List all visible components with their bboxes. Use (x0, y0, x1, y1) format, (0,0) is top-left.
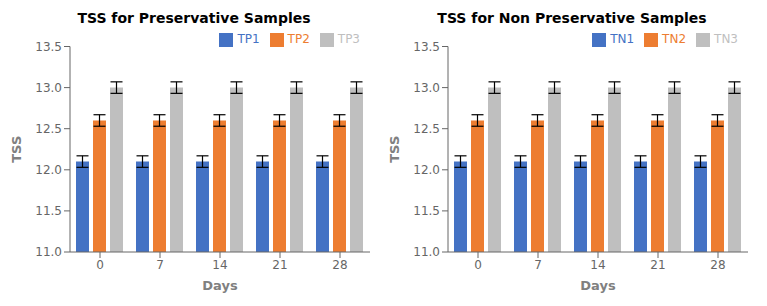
html-text:TP2: TP2 (287, 32, 310, 46)
svg-text:14: 14 (212, 258, 227, 272)
svg-text:7: 7 (534, 258, 542, 272)
svg-text:Days: Days (580, 278, 616, 293)
svg-text:12.0: 12.0 (413, 163, 440, 177)
html-text:TN3: TN3 (714, 32, 738, 46)
html-text:TSS for Preservative Samples: TSS for Preservative Samples (77, 10, 311, 26)
html-text:TP1: TP1 (237, 32, 260, 46)
svg-text:0: 0 (474, 258, 482, 272)
svg-text:13.0: 13.0 (413, 81, 440, 95)
html-text:TN1: TN1 (610, 32, 635, 46)
html-text:TN2: TN2 (662, 32, 686, 46)
svg-text:14: 14 (590, 258, 605, 272)
svg-text:13.5: 13.5 (413, 40, 440, 54)
svg-text:TSS: TSS (9, 136, 24, 163)
svg-text:TSS: TSS (387, 136, 402, 163)
svg-text:13.0: 13.0 (35, 81, 62, 95)
svg-text:12.5: 12.5 (35, 122, 62, 136)
svg-text:11.5: 11.5 (35, 204, 62, 218)
svg-text:11.0: 11.0 (35, 245, 62, 259)
svg-text:12.5: 12.5 (413, 122, 440, 136)
svg-text:Days: Days (202, 278, 238, 293)
html-text:TSS for Non Preservative Sampl: TSS for Non Preservative Samples (437, 10, 707, 26)
svg-text:11.5: 11.5 (413, 204, 440, 218)
html-text:TP3: TP3 (337, 32, 360, 46)
svg-text:0: 0 (96, 258, 104, 272)
svg-text:7: 7 (156, 258, 164, 272)
svg-text:21: 21 (272, 258, 287, 272)
svg-text:21: 21 (650, 258, 665, 272)
svg-text:13.5: 13.5 (35, 40, 62, 54)
svg-text:12.0: 12.0 (35, 163, 62, 177)
svg-text:28: 28 (332, 258, 347, 272)
svg-text:28: 28 (710, 258, 725, 272)
svg-text:11.0: 11.0 (413, 245, 440, 259)
